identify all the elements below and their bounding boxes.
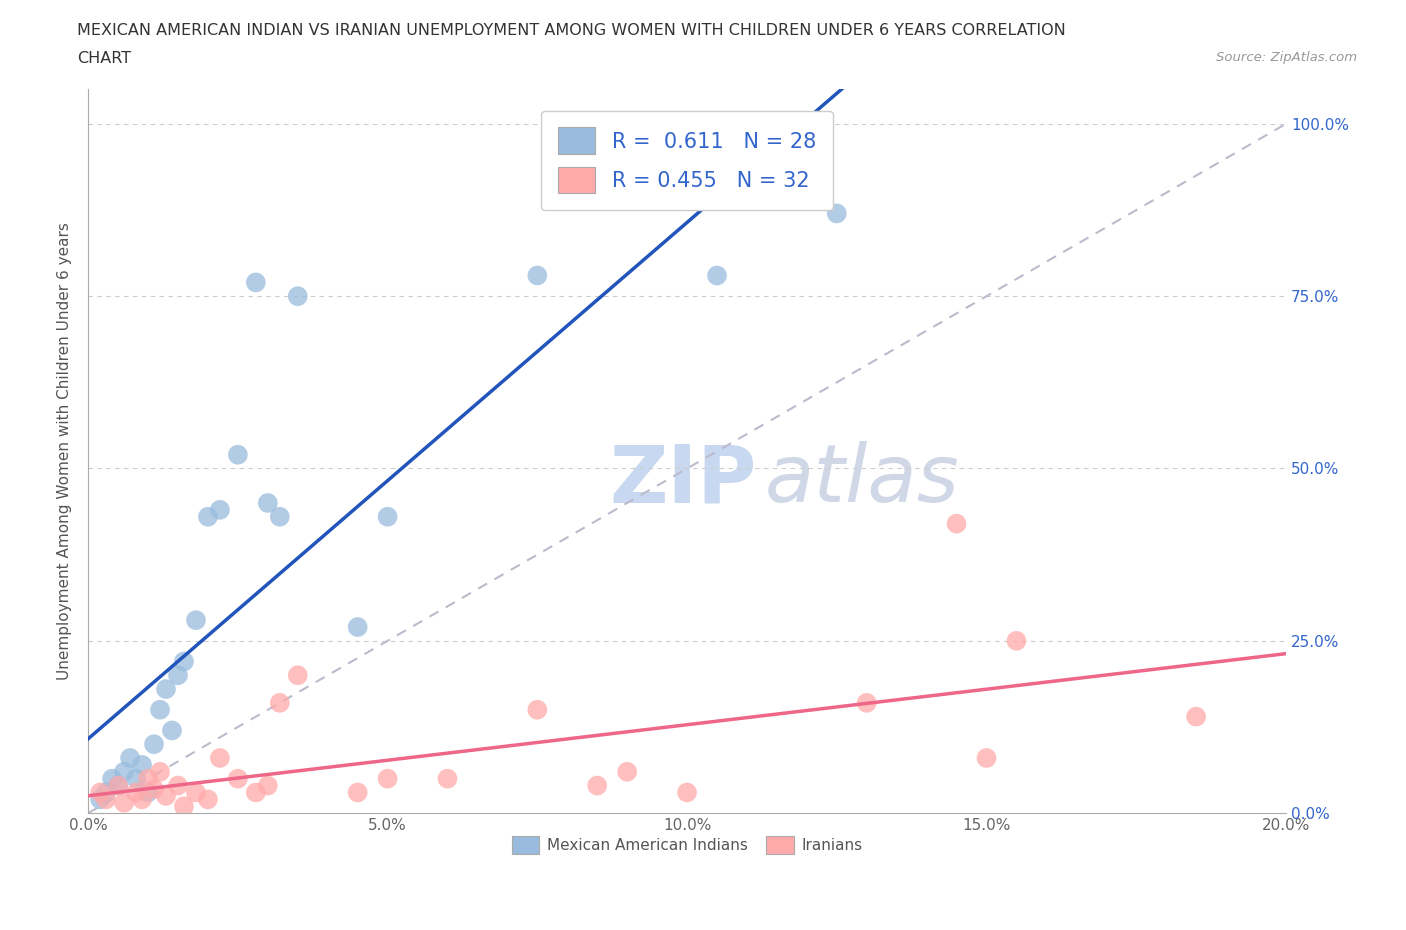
Point — [149, 702, 172, 717]
Point — [256, 778, 278, 793]
Point — [125, 771, 148, 786]
Point — [377, 771, 399, 786]
Point — [155, 682, 177, 697]
Point — [197, 792, 219, 807]
Point — [155, 789, 177, 804]
Point — [173, 799, 195, 814]
Point — [706, 268, 728, 283]
Point — [245, 785, 267, 800]
Point — [112, 795, 135, 810]
Point — [1005, 633, 1028, 648]
Point — [287, 288, 309, 303]
Point — [208, 751, 231, 765]
Text: MEXICAN AMERICAN INDIAN VS IRANIAN UNEMPLOYMENT AMONG WOMEN WITH CHILDREN UNDER : MEXICAN AMERICAN INDIAN VS IRANIAN UNEMP… — [77, 23, 1066, 38]
Point — [586, 778, 609, 793]
Point — [256, 496, 278, 511]
Point — [855, 696, 877, 711]
Point — [269, 696, 291, 711]
Point — [436, 771, 458, 786]
Point — [107, 778, 129, 793]
Point — [945, 516, 967, 531]
Point — [131, 757, 153, 772]
Point — [1185, 710, 1208, 724]
Point — [131, 792, 153, 807]
Point — [107, 778, 129, 793]
Point — [101, 771, 124, 786]
Point — [269, 510, 291, 525]
Point — [825, 206, 848, 221]
Point — [197, 510, 219, 525]
Point — [167, 668, 190, 683]
Point — [173, 654, 195, 669]
Point — [120, 751, 142, 765]
Point — [346, 619, 368, 634]
Point — [160, 723, 183, 737]
Point — [616, 764, 638, 779]
Text: Source: ZipAtlas.com: Source: ZipAtlas.com — [1216, 51, 1357, 64]
Text: ZIP: ZIP — [609, 441, 756, 519]
Point — [94, 785, 117, 800]
Point — [676, 785, 699, 800]
Point — [136, 771, 159, 786]
Point — [143, 781, 166, 796]
Point — [287, 668, 309, 683]
Point — [526, 702, 548, 717]
Text: atlas: atlas — [765, 441, 960, 519]
Legend: Mexican American Indians, Iranians: Mexican American Indians, Iranians — [506, 830, 869, 859]
Point — [136, 785, 159, 800]
Point — [208, 502, 231, 517]
Point — [167, 778, 190, 793]
Point — [976, 751, 998, 765]
Point — [346, 785, 368, 800]
Point — [94, 792, 117, 807]
Point — [245, 275, 267, 290]
Point — [125, 785, 148, 800]
Point — [526, 268, 548, 283]
Point — [184, 785, 207, 800]
Y-axis label: Unemployment Among Women with Children Under 6 years: Unemployment Among Women with Children U… — [58, 222, 72, 680]
Point — [149, 764, 172, 779]
Point — [226, 447, 249, 462]
Point — [143, 737, 166, 751]
Point — [112, 764, 135, 779]
Point — [89, 785, 111, 800]
Point — [377, 510, 399, 525]
Point — [89, 792, 111, 807]
Point — [184, 613, 207, 628]
Point — [226, 771, 249, 786]
Text: CHART: CHART — [77, 51, 131, 66]
